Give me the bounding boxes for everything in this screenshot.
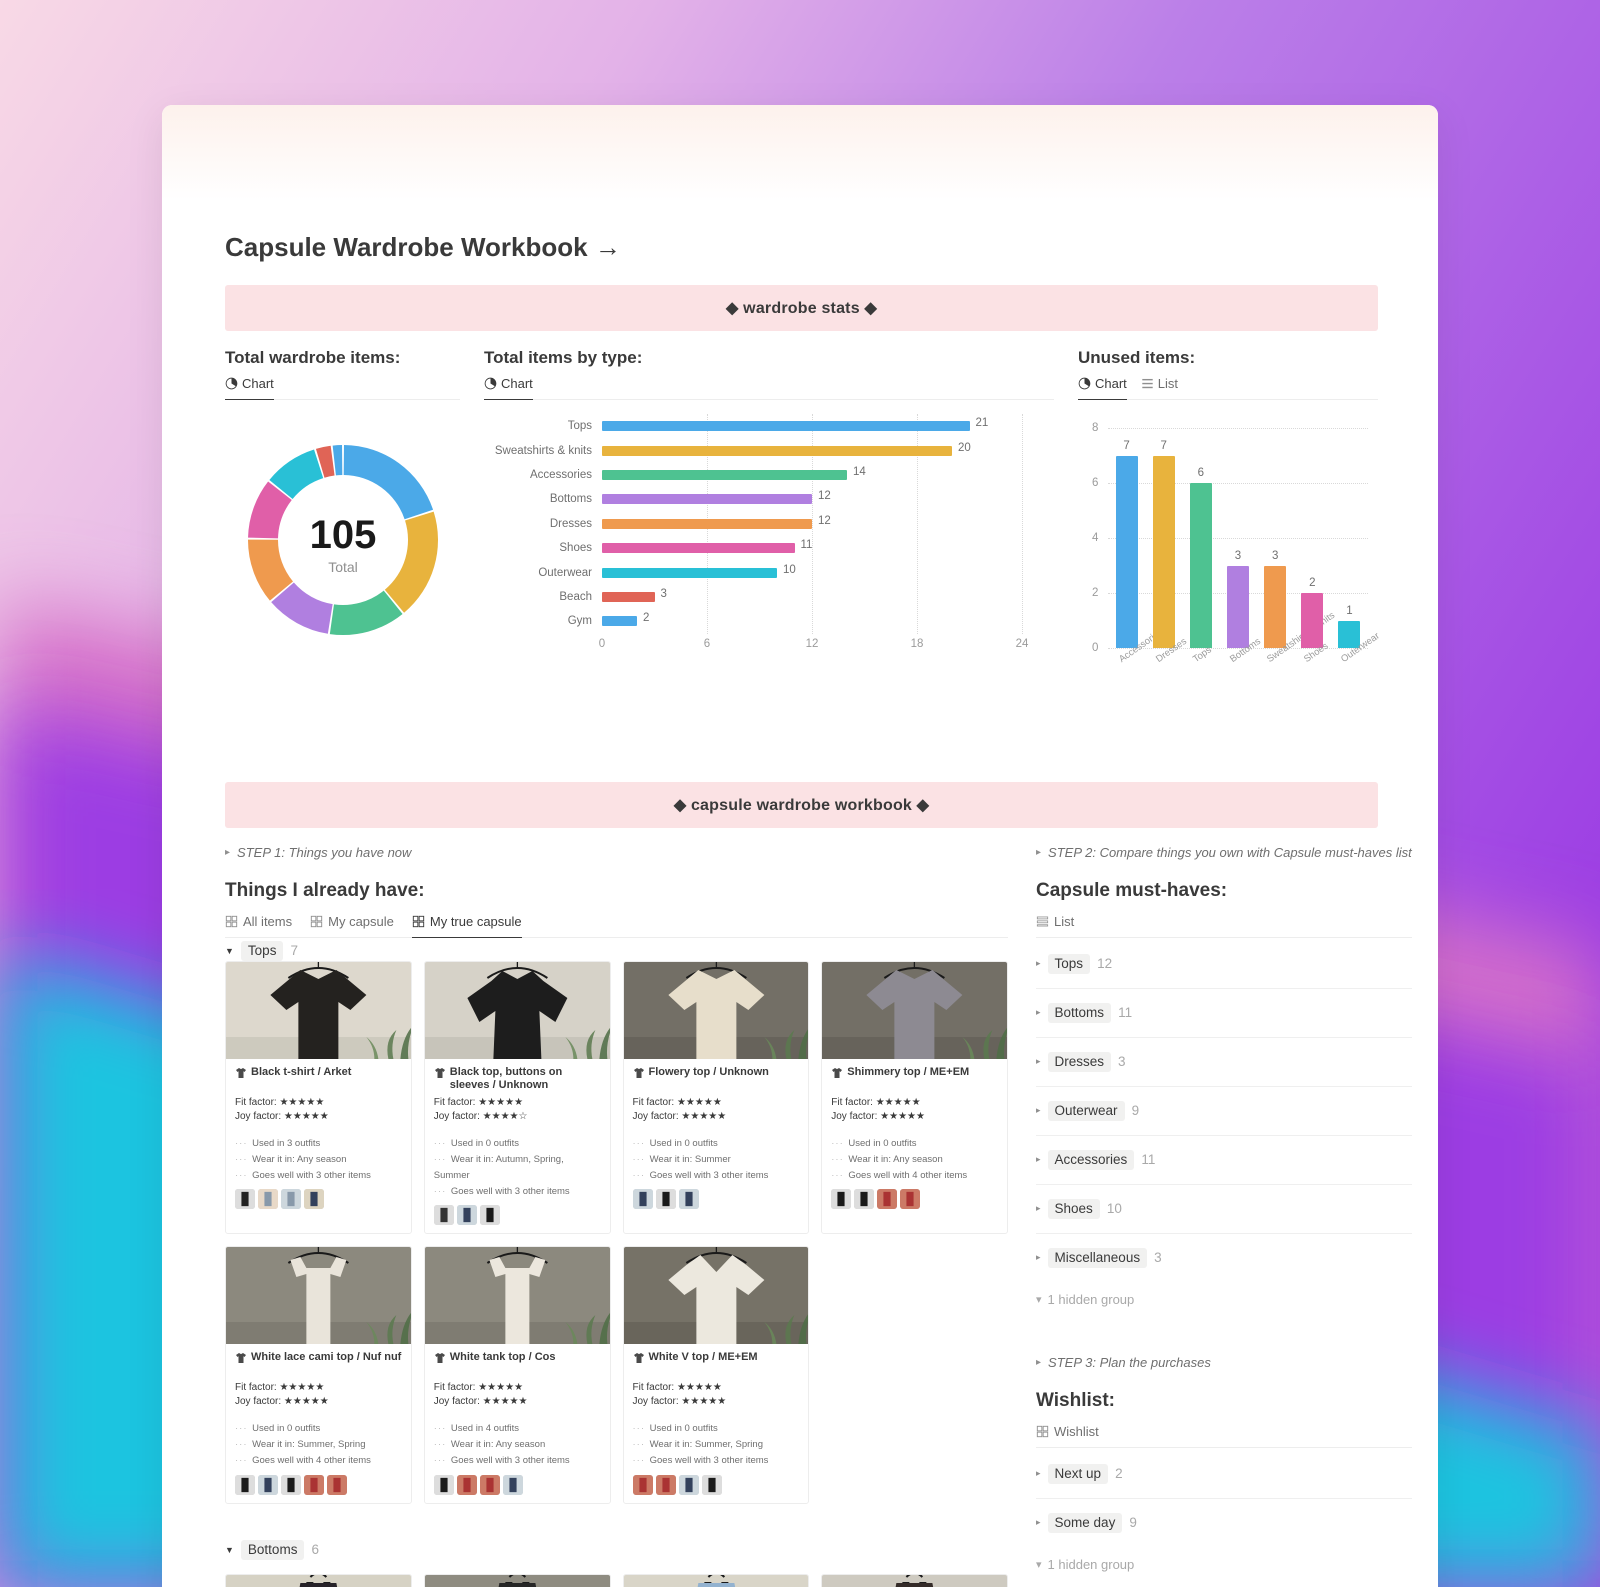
svg-text:Total: Total [328, 559, 358, 575]
svg-text:105: 105 [309, 513, 376, 557]
